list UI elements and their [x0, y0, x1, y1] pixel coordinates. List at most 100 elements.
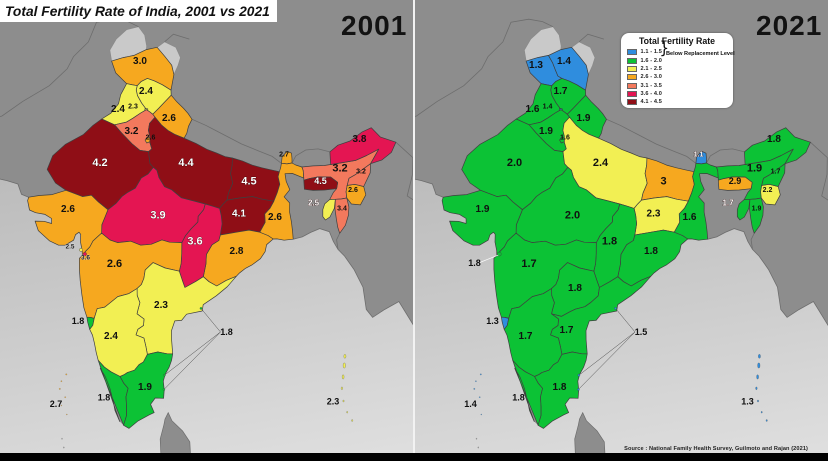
- label-UK-2021: 1.9: [577, 113, 591, 124]
- border-nepal-china-2021: [606, 118, 697, 164]
- panel-divider: [413, 0, 415, 453]
- puducherry-enclave-2001: [163, 373, 166, 377]
- label-OD-2001: 2.8: [230, 246, 244, 257]
- legend-swatch-4: [627, 82, 637, 89]
- label-TG-2021: 1.8: [568, 283, 582, 294]
- legend-range-6: 4.1 - 4.5: [640, 99, 662, 106]
- legend-swatch-3: [627, 74, 637, 81]
- label-NL-2001: 3.2: [356, 169, 366, 176]
- andaman-islands-2001: [340, 386, 343, 390]
- label-WB-2001: 2.6: [268, 212, 282, 223]
- legend-swatch-5: [627, 90, 637, 97]
- label-SK-2001: 2.7: [279, 152, 289, 159]
- legend-range-4: 3.1 - 3.5: [640, 82, 662, 89]
- label-MN-2001: 2.6: [348, 187, 358, 194]
- legend-row-1: 1.6 - 2.0: [627, 56, 733, 64]
- label-CT-2001: 3.6: [187, 236, 202, 248]
- label-BR-2021: 3: [660, 176, 666, 188]
- lakshadweep-islands-2021: [478, 396, 481, 398]
- year-label-2021: 2021: [756, 10, 823, 41]
- label-WB-2021: 1.6: [683, 212, 697, 223]
- sri-lanka-2001: [159, 411, 191, 461]
- label-GA-2021: 1.3: [486, 316, 499, 326]
- lakshadweep-islands-2001: [65, 373, 68, 376]
- legend-note: Below Replacement Level: [666, 51, 735, 57]
- label-KA-2001: 2.4: [104, 331, 118, 342]
- label-JH-2021: 2.3: [647, 209, 661, 220]
- andaman-islands-2001: [341, 374, 345, 380]
- label-AS-2001: 3.2: [332, 163, 347, 175]
- andaman-islands-2021: [765, 419, 768, 422]
- border-myanmar-china-2021: [810, 141, 828, 201]
- puducherry-enclave-2021: [577, 388, 580, 391]
- label-MH-2001: 2.6: [107, 258, 122, 270]
- maldives-islands-2021: [477, 446, 479, 449]
- legend-title: Total Fertility Rate: [638, 36, 716, 46]
- legend-range-0: 1.1 - 1.5: [640, 49, 662, 56]
- puducherry-callout-line-2001: [164, 331, 221, 376]
- lakshadweep-islands-2021: [473, 388, 476, 390]
- label-AP-2021: 1.7: [560, 325, 574, 336]
- andaman-islands-2001: [351, 419, 354, 422]
- dadra-nagar-haveli-2001: [82, 252, 87, 257]
- legend-range-2: 2.1 - 2.5: [640, 65, 662, 72]
- label-UK-2001: 2.6: [162, 113, 176, 124]
- label-DN-2001: 3.6: [81, 255, 90, 262]
- puducherry-enclave-2001: [162, 388, 166, 391]
- label-MH-2021: 1.7: [521, 258, 536, 270]
- lakshadweep-islands-2001: [64, 396, 66, 398]
- map-layer-2021: 1.3 1.41.71.6 1.41.91.91.62.0 2.431.11.62.3…: [414, 0, 828, 461]
- label-AN-2001: 2.3: [327, 397, 340, 407]
- label-PB-2021: 1.6: [526, 104, 540, 115]
- andaman-islands-2021: [760, 411, 763, 414]
- label-DD-2021: 1.8: [468, 258, 481, 268]
- legend-row-3: 2.6 - 3.0: [627, 73, 733, 81]
- label-MZ-2021: 1.9: [752, 206, 762, 213]
- label-PB-2001: 2.4: [111, 104, 125, 115]
- legend-brace: }: [659, 38, 670, 58]
- label-CH-2001: 2.3: [128, 104, 138, 111]
- label-ML-2021: 2.9: [729, 176, 742, 186]
- border-china-ne-2001: [164, 33, 190, 43]
- dnh-callout-line-2021: [478, 254, 499, 264]
- lakshadweep-islands-2001: [60, 380, 63, 382]
- map-panel-2021: 1.3 1.41.71.6 1.41.91.91.62.0 2.431.11.62.3…: [414, 0, 828, 461]
- border-pak-coast-stroke-2001: [0, 178, 29, 198]
- border-bhutan-china-2021: [706, 148, 745, 164]
- andaman-islands-2021: [756, 374, 759, 380]
- maldives-islands-2001: [61, 437, 63, 440]
- label-RJ-2001: 4.2: [92, 157, 107, 169]
- state-ML-2021: [717, 176, 753, 191]
- puducherry-enclave-2001: [199, 307, 203, 310]
- label-KA-2021: 1.7: [519, 331, 533, 342]
- andaman-islands-2001: [346, 411, 348, 414]
- label-SK-2021: 1.1: [694, 152, 704, 159]
- label-UP-2021: 2.4: [593, 157, 609, 169]
- label-TN-2001: 1.9: [138, 382, 152, 393]
- label-GJ-2021: 1.9: [476, 204, 490, 215]
- label-GJ-2001: 2.6: [61, 204, 75, 215]
- label-TN-2021: 1.8: [553, 382, 567, 393]
- label-LD-2001: 2.7: [50, 399, 63, 409]
- border-myanmar-china-2001: [395, 141, 414, 201]
- lakshadweep-islands-2021: [475, 404, 477, 407]
- label-AR-2001: 3.8: [353, 134, 367, 145]
- label-TR-2021: 1.7: [722, 199, 734, 208]
- lakshadweep-islands-2001: [66, 413, 68, 416]
- main-title: Total Fertility Rate of India, 2001 vs 2…: [5, 3, 270, 19]
- label-LA-2021: 1.4: [557, 56, 571, 67]
- border-pak-coast-stroke-2021: [414, 178, 444, 198]
- state-AR-2001: [329, 127, 397, 165]
- legend-row-5: 3.6 - 4.0: [627, 90, 733, 98]
- sea-2021: [414, 178, 828, 461]
- state-GJ-2001: [27, 189, 109, 256]
- label-GA-2001: 1.8: [72, 316, 85, 326]
- legend-swatch-0: [627, 49, 637, 56]
- legend: Total Fertility Rate 1.1 - 1.5 1.6 - 2.0 2…: [621, 33, 735, 108]
- label-ML-2001: 4.5: [314, 176, 327, 186]
- label-MZ-2001: 3.4: [337, 206, 347, 213]
- state-MZ-2021: [749, 197, 764, 234]
- legend-range-5: 3.6 - 4.0: [640, 90, 662, 97]
